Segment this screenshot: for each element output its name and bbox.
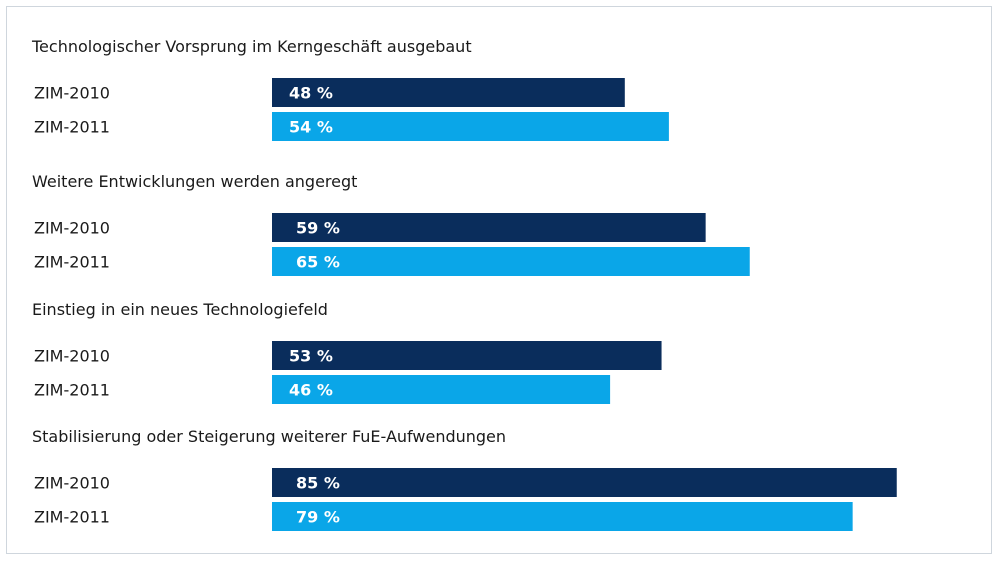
row-label: ZIM-2011 — [34, 253, 110, 272]
row-label: ZIM-2010 — [34, 219, 110, 238]
row-label: ZIM-2010 — [34, 347, 110, 366]
group-title: Stabilisierung oder Steigerung weiterer … — [32, 427, 506, 446]
row-label: ZIM-2010 — [34, 84, 110, 103]
value-label: 79 % — [296, 508, 340, 527]
row-label: ZIM-2010 — [34, 474, 110, 493]
value-label: 59 % — [296, 219, 340, 238]
bar-zim-2010 — [272, 468, 897, 497]
value-label: 54 % — [289, 118, 333, 137]
value-label: 65 % — [296, 253, 340, 272]
bar-zim-2010 — [272, 78, 625, 107]
row-label: ZIM-2011 — [34, 118, 110, 137]
bar-zim-2011 — [272, 112, 669, 141]
value-label: 48 % — [289, 84, 333, 103]
bar-zim-2011 — [272, 247, 750, 276]
bar-zim-2010 — [272, 213, 706, 242]
value-label: 53 % — [289, 347, 333, 366]
group-title: Technologischer Vorsprung im Kerngeschäf… — [31, 37, 472, 56]
value-label: 85 % — [296, 474, 340, 493]
bar-zim-2011 — [272, 502, 853, 531]
row-label: ZIM-2011 — [34, 508, 110, 527]
bar-zim-2011 — [272, 375, 611, 404]
bar-zim-2010 — [272, 341, 662, 370]
value-label: 46 % — [289, 381, 333, 400]
row-label: ZIM-2011 — [34, 381, 110, 400]
group-title: Einstieg in ein neues Technologiefeld — [32, 300, 328, 319]
group-title: Weitere Entwicklungen werden angeregt — [32, 172, 357, 191]
